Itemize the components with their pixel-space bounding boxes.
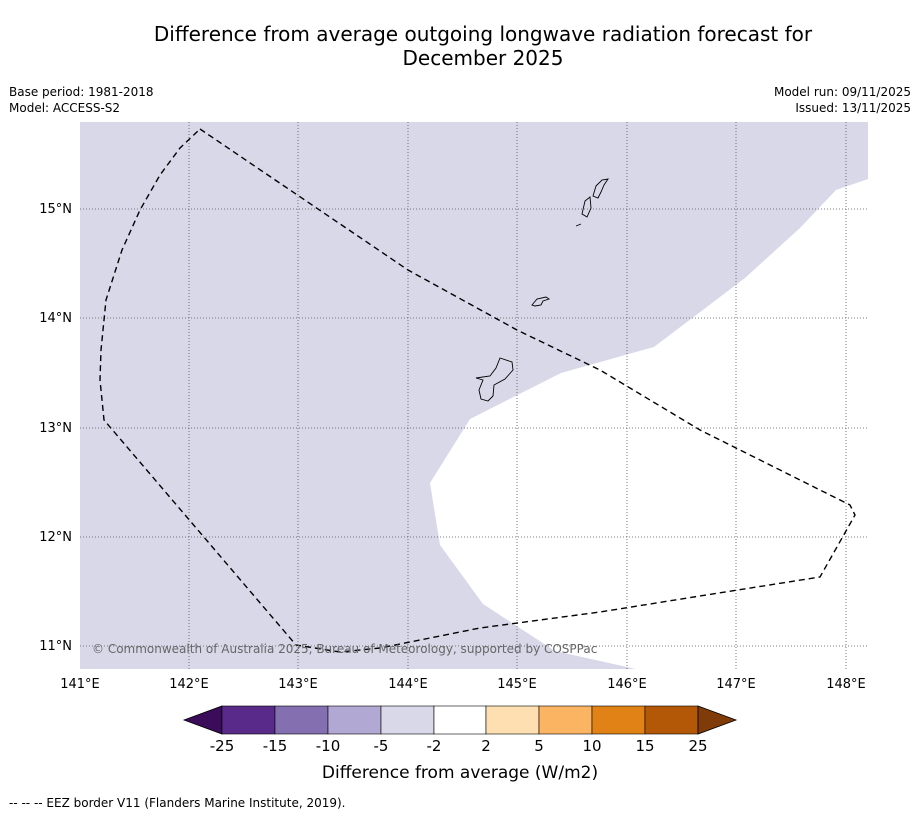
eez-footnote: -- -- -- EEZ border V11 (Flanders Marine… <box>9 796 346 810</box>
colorbar-segment <box>591 705 646 735</box>
lat-axis-labels: 15°N 14°N 13°N 12°N 11°N <box>39 202 72 654</box>
copyright-text: © Commonwealth of Australia 2025, Bureau… <box>92 642 597 656</box>
lon-label: 142°E <box>169 677 209 692</box>
colorbar-tick: 15 <box>635 737 654 755</box>
colorbar-segment <box>274 705 329 735</box>
model-run-text: Model run: 09/11/2025 <box>773 85 911 99</box>
colorbar-segment <box>538 705 593 735</box>
colorbar-tick: -15 <box>263 737 288 755</box>
colorbar-label: Difference from average (W/m2) <box>322 763 598 783</box>
neutral-anomaly-region <box>430 179 868 669</box>
lon-label: 145°E <box>497 677 537 692</box>
gridlines <box>80 122 868 669</box>
rota-island <box>531 296 551 307</box>
chart-title: Difference from average outgoing longwav… <box>0 22 919 70</box>
colorbar-segment <box>485 705 540 735</box>
colorbar-tick: 5 <box>534 737 544 755</box>
colorbar-extend-low <box>182 705 223 735</box>
colorbar-tick: -5 <box>374 737 389 755</box>
colorbar-tick: -10 <box>316 737 341 755</box>
lat-label: 12°N <box>39 530 72 545</box>
title-line-2: December 2025 <box>402 46 564 70</box>
colorbar-segment <box>327 705 382 735</box>
aguijan-island <box>575 223 582 227</box>
colorbar-tick: -2 <box>427 737 442 755</box>
lon-label: 148°E <box>826 677 866 692</box>
colorbar-segment <box>380 705 435 735</box>
lon-label: 143°E <box>278 677 318 692</box>
colorbar-tick: 10 <box>582 737 601 755</box>
model-text: Model: ACCESS-S2 <box>9 101 121 115</box>
lat-label: 15°N <box>39 202 72 217</box>
colorbar-ticks: -25 -15 -10 -5 -2 2 5 10 15 25 <box>210 737 708 755</box>
lon-label: 146°E <box>607 677 647 692</box>
lat-label: 14°N <box>39 311 72 326</box>
colorbar-segment <box>221 705 276 735</box>
saipan-island <box>592 178 609 199</box>
colorbar-tick: 2 <box>481 737 491 755</box>
meta-right: Model run: 09/11/2025 Issued: 13/11/2025 <box>774 84 911 116</box>
guam-island <box>475 357 514 402</box>
lat-label: 11°N <box>39 639 72 654</box>
colorbar-tick: 25 <box>688 737 707 755</box>
colorbar-segment <box>644 705 699 735</box>
map-area: © Commonwealth of Australia 2025, Bureau… <box>80 122 868 669</box>
lon-label: 144°E <box>388 677 428 692</box>
base-period-text: Base period: 1981-2018 <box>9 85 154 99</box>
colorbar-extend-high <box>697 705 738 735</box>
meta-left: Base period: 1981-2018 Model: ACCESS-S2 <box>9 84 154 116</box>
lon-axis-labels: 141°E 142°E 143°E 144°E 145°E 146°E 147°… <box>60 677 866 692</box>
eez-border <box>99 128 856 653</box>
lon-label: 141°E <box>60 677 100 692</box>
lon-label: 147°E <box>716 677 756 692</box>
colorbar-tick: -25 <box>210 737 235 755</box>
issued-text: Issued: 13/11/2025 <box>795 101 911 115</box>
colorbar: -25 -15 -10 -5 -2 2 5 10 15 25 Differenc… <box>182 705 738 783</box>
title-line-1: Difference from average outgoing longwav… <box>153 22 813 46</box>
lat-label: 13°N <box>39 421 72 436</box>
tinian-island <box>581 196 592 218</box>
colorbar-segment <box>433 705 487 735</box>
